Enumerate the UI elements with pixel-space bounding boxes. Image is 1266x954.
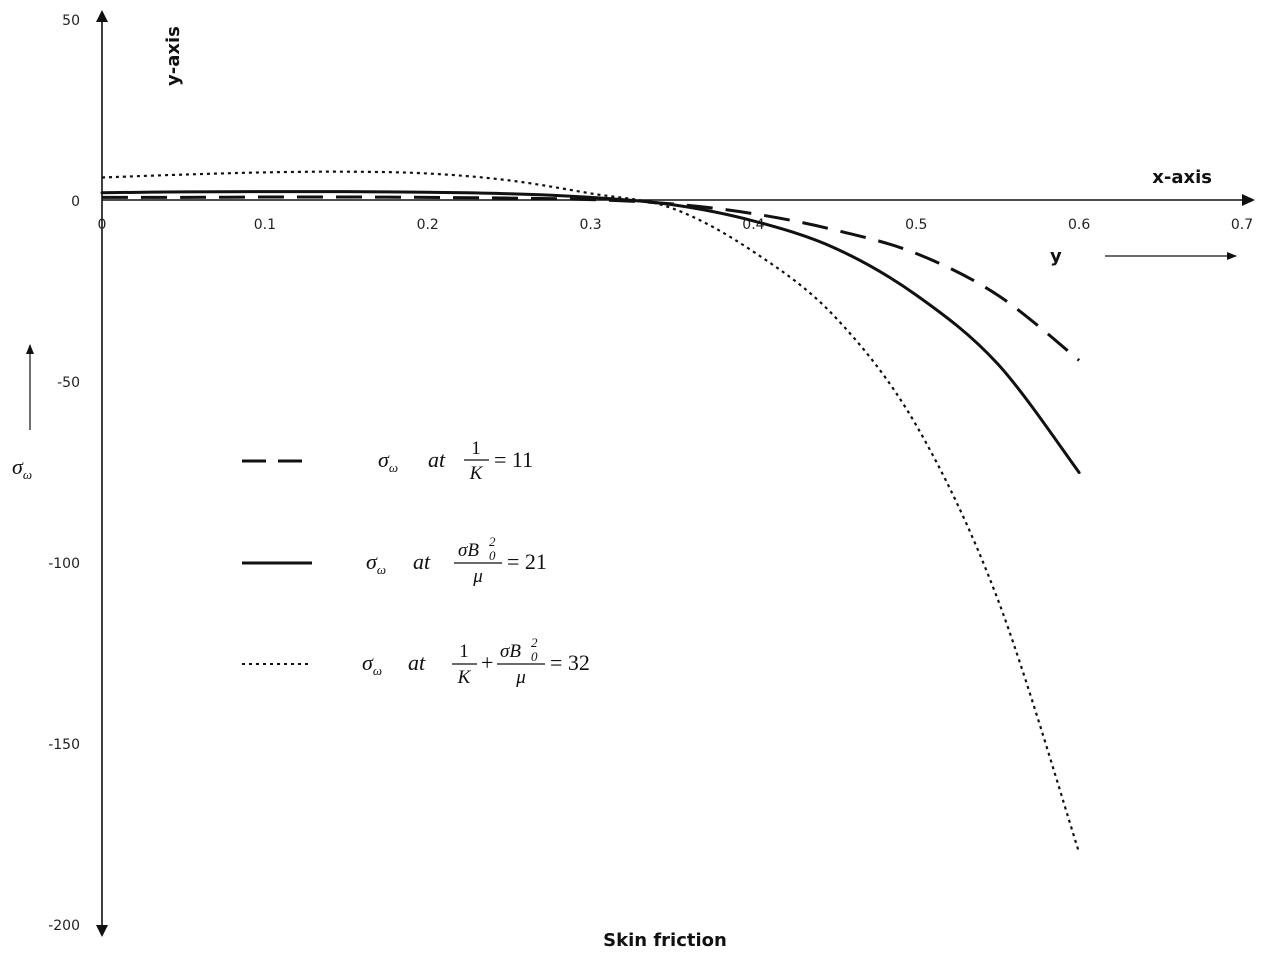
- y-tick-label: -100: [48, 556, 80, 572]
- legend-rhs-1: = 11: [494, 447, 533, 472]
- series-line-dotted: [101, 170, 1081, 853]
- x-tick-labels: 0 0.1 0.2 0.3 0.4 0.5 0.6 0.7: [98, 217, 1254, 233]
- legend-frac-num-3a: 1: [459, 641, 469, 662]
- series-line-solid: [100, 190, 1081, 474]
- y-tick-labels: 50 0 -50 -100 -150 -200: [48, 13, 80, 934]
- legend-at-2: at: [413, 549, 431, 574]
- y-variable-label: σω: [12, 454, 32, 482]
- x-tick-label: 0.5: [905, 217, 927, 233]
- y-tick-label: -50: [57, 375, 80, 391]
- legend-frac-num-2: σB: [458, 540, 479, 561]
- series-line-dashed: [102, 195, 1081, 362]
- legend-frac-sup-2: 2: [489, 534, 496, 549]
- x-tick-label: 0.2: [417, 217, 439, 233]
- legend: σω at 1 K = 11 σω at σB 2 0 μ = 21 σω at…: [242, 438, 590, 688]
- x-tick-label: 0.6: [1068, 217, 1090, 233]
- x-axis-label: x-axis: [1152, 167, 1212, 188]
- legend-rhs-2: = 21: [507, 549, 547, 574]
- y-tick-label: -150: [48, 737, 80, 753]
- y-tick-label: -200: [48, 918, 80, 934]
- y-axis-arrow-top: [96, 10, 108, 22]
- legend-at-3: at: [408, 650, 426, 675]
- legend-symbol-1: σω: [378, 447, 398, 475]
- x-tick-label: 0.3: [579, 217, 601, 233]
- x-tick-label: 0: [98, 217, 107, 233]
- x-tick-label: 0.1: [254, 217, 276, 233]
- legend-frac-subidx-3: 0: [531, 649, 538, 664]
- series-group: [100, 170, 1081, 853]
- legend-frac-num-1: 1: [471, 438, 481, 459]
- legend-plus-3: +: [481, 650, 493, 675]
- y-axis-label: y-axis: [163, 26, 184, 86]
- x-axis-arrow: [1242, 194, 1255, 206]
- y-tick-label: 0: [71, 194, 80, 210]
- legend-at-1: at: [428, 447, 446, 472]
- y-tick-label: 50: [62, 13, 80, 29]
- legend-frac-den-2: μ: [472, 566, 483, 587]
- legend-frac-subidx-2: 0: [489, 548, 496, 563]
- legend-symbol-2: σω: [366, 549, 386, 577]
- legend-frac-den-3b: μ: [515, 667, 526, 688]
- legend-frac-sup-3: 2: [531, 635, 538, 650]
- x-variable-label: y: [1050, 246, 1062, 267]
- legend-symbol-3: σω: [362, 650, 382, 678]
- legend-frac-num-3b: σB: [500, 641, 521, 662]
- legend-frac-den-3a: K: [457, 667, 472, 688]
- y-axis-arrow-bottom: [96, 925, 108, 937]
- legend-frac-den-1: K: [469, 463, 484, 484]
- x-tick-label: 0.7: [1231, 217, 1253, 233]
- legend-rhs-3: = 32: [550, 650, 590, 675]
- chart-caption: Skin friction: [603, 930, 727, 951]
